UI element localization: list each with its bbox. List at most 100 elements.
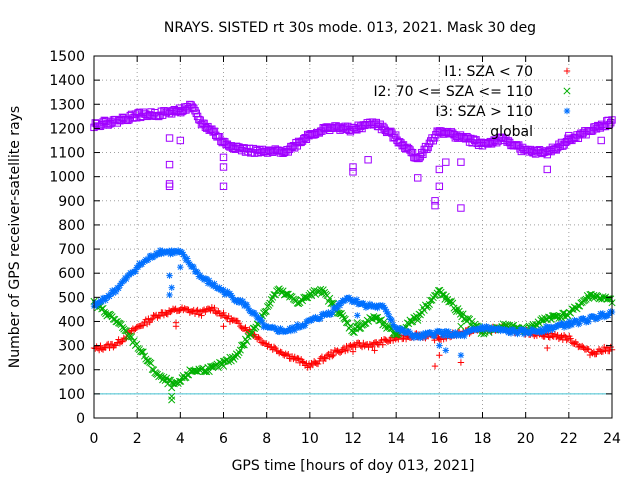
series-3 (90, 247, 616, 359)
data-point (130, 337, 138, 345)
data-point (372, 118, 381, 127)
outlier-point (177, 263, 184, 271)
data-point (175, 377, 184, 385)
data-point (337, 310, 345, 318)
data-point (256, 335, 263, 342)
data-point (578, 130, 586, 139)
y-axis-label: Number of GPS receiver-satellite rays (7, 106, 23, 368)
outlier-point (565, 131, 573, 140)
data-point (191, 310, 199, 317)
outlier-point (436, 352, 443, 359)
y-tick-label: 400 (58, 314, 85, 330)
data-point (379, 122, 387, 131)
legend-marker (563, 67, 571, 75)
data-point (419, 150, 427, 159)
x-tick-label: 14 (387, 431, 405, 447)
x-axis: 0 2 4 6 8 10 12 14 16 18 20 22 24 (90, 56, 621, 447)
data-point (212, 131, 220, 140)
data-point (177, 108, 185, 117)
outlier-point (364, 156, 372, 164)
data-point (138, 348, 146, 356)
outlier-point (442, 347, 450, 354)
outlier-point (168, 392, 176, 400)
data-point (248, 329, 256, 337)
data-point (388, 129, 396, 137)
x-tick-label: 22 (560, 431, 578, 447)
data-point (416, 153, 425, 161)
x-tick-label: 8 (262, 431, 271, 447)
data-point (403, 143, 412, 152)
data-point (371, 120, 379, 128)
outlier-point (219, 182, 228, 191)
outlier-point (371, 347, 378, 354)
data-point (242, 324, 249, 331)
legend-marker (563, 87, 571, 95)
data-point (285, 350, 292, 358)
data-point (137, 347, 145, 356)
outlier-point (166, 291, 173, 299)
data-point (392, 131, 400, 139)
legend-label: global (490, 124, 533, 140)
data-point (371, 314, 379, 322)
data-point (369, 343, 376, 351)
y-tick-label: 1000 (49, 170, 85, 186)
data-point (208, 362, 216, 371)
data-point (117, 338, 125, 346)
data-point (133, 340, 141, 348)
outlier-point (431, 197, 439, 205)
y-tick-label: 800 (58, 218, 85, 234)
outlier-point (414, 174, 422, 182)
data-point (215, 133, 224, 141)
data-point (604, 116, 612, 125)
outlier-point (219, 153, 228, 162)
data-point (106, 293, 113, 300)
data-point (299, 358, 306, 365)
x-axis-label: GPS time [hours of doy 013, 2021] (232, 458, 475, 474)
outlier-point (597, 136, 605, 145)
data-point (585, 318, 592, 325)
outlier-point (457, 204, 465, 212)
data-point (607, 343, 614, 351)
outlier-point (349, 348, 357, 355)
data-point (169, 379, 177, 387)
data-point (483, 140, 492, 148)
data-point (193, 307, 200, 315)
data-point (330, 351, 337, 359)
data-point (401, 144, 409, 152)
data-point (500, 136, 509, 145)
data-point (579, 342, 586, 350)
chart-title: NRAYS. SISTED rt 30s mode. 013, 2021. Ma… (164, 20, 536, 36)
outlier-point (353, 319, 361, 327)
data-point (314, 360, 322, 368)
series-layer (90, 100, 616, 404)
outlier-point (442, 158, 450, 166)
data-point (336, 349, 344, 356)
data-point (202, 124, 211, 132)
y-tick-label: 700 (58, 242, 85, 258)
data-point (425, 139, 434, 148)
outlier-point (165, 134, 174, 142)
outlier-point (457, 158, 465, 166)
outlier-point (165, 160, 174, 169)
data-point (129, 114, 137, 122)
data-point (261, 308, 269, 316)
legend-label: I1: SZA < 70 (444, 64, 533, 80)
x-tick-label: 12 (344, 431, 362, 447)
outlier-point (591, 350, 598, 358)
outlier-point (436, 342, 443, 349)
x-tick-label: 10 (301, 431, 319, 447)
outlier-point (543, 165, 551, 174)
data-point (220, 309, 227, 317)
data-point (128, 333, 136, 341)
data-point (467, 134, 475, 143)
data-point (493, 139, 501, 147)
data-point (566, 135, 575, 144)
data-point (270, 291, 278, 299)
data-point (106, 344, 113, 352)
data-point (121, 326, 129, 335)
y-tick-label: 500 (58, 290, 85, 306)
data-point (551, 145, 559, 153)
data-point (445, 298, 453, 306)
x-tick-label: 6 (219, 431, 228, 447)
